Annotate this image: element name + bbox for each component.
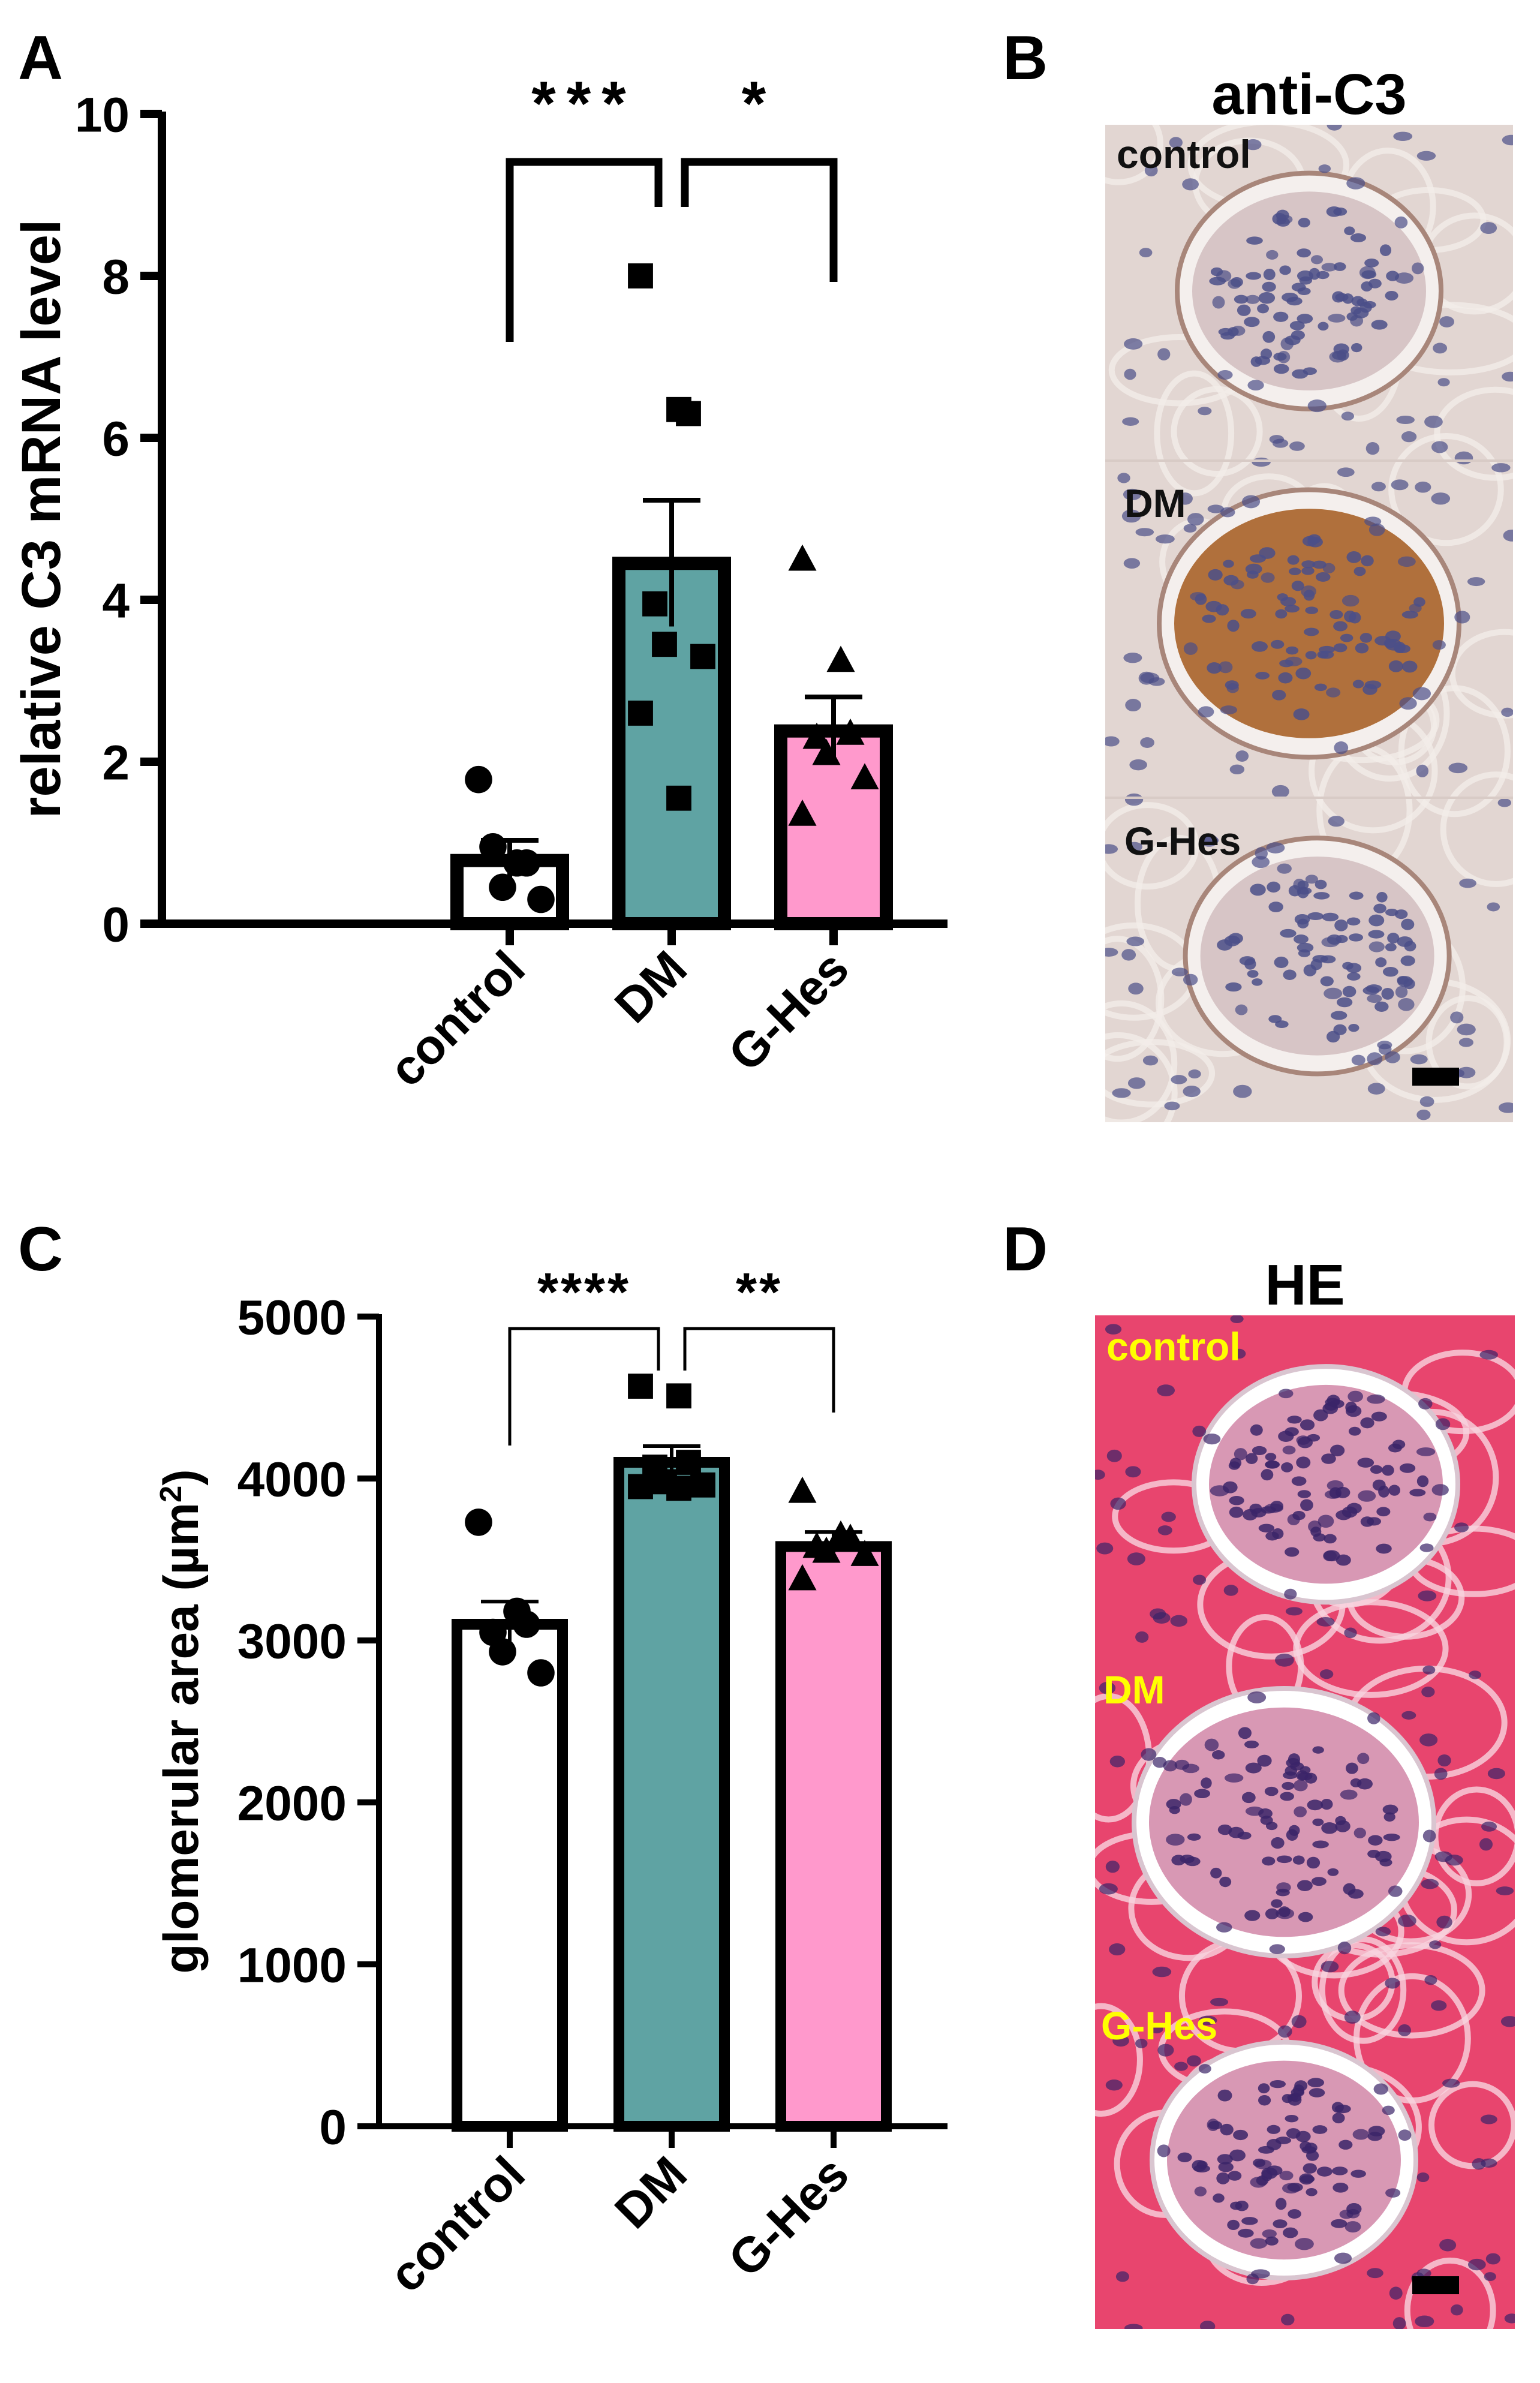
y-tick-label: 10: [75, 88, 130, 143]
data-point-dm: [628, 1474, 653, 1499]
error-bar-dm: [643, 497, 700, 627]
data-point-dm: [690, 644, 715, 669]
y-tick-label: 0: [319, 2100, 347, 2155]
data-point-g-hes: [788, 1476, 817, 1503]
data-point-dm: [666, 1383, 691, 1409]
micrograph-d-he: HE control DM G-Hes: [1095, 1253, 1515, 2329]
data-point-g-hes: [826, 645, 855, 672]
data-point-g-hes: [850, 763, 879, 789]
micrograph-d-scale-bar: [1412, 2276, 1459, 2294]
micrograph-d-label-ghes: G-Hes: [1101, 2003, 1217, 2048]
x-tick-label-dm: DM: [604, 940, 697, 1033]
data-point-g-hes: [836, 1523, 865, 1550]
panel-label-c: C: [18, 1215, 63, 1284]
micrograph-b-label-ghes: G-Hes: [1124, 819, 1241, 863]
y-tick-label: 4000: [237, 1453, 347, 1507]
y-tick-label: 0: [102, 898, 130, 952]
significance-label: *: [742, 69, 777, 139]
y-tick-label: 3000: [237, 1615, 347, 1669]
data-point-dm: [642, 591, 667, 617]
significance-bracket: *: [681, 69, 838, 282]
data-point-g-hes: [850, 1540, 879, 1566]
micrograph-b-anti-c3: anti-C3 control DM G-Hes: [1105, 62, 1513, 1122]
data-point-g-hes: [788, 800, 817, 826]
data-point-dm: [628, 1374, 653, 1399]
data-point-dm: [652, 632, 677, 657]
x-tick-label-dm: DM: [604, 2146, 697, 2239]
micrograph-b-cells: [1105, 125, 1513, 1122]
y-tick-label: 5000: [237, 1291, 347, 1345]
micrograph-b-label-dm: DM: [1124, 481, 1186, 525]
significance-label: **: [736, 1263, 783, 1323]
data-point-control: [527, 1659, 555, 1687]
bar-dm: [613, 1457, 730, 2132]
micrograph-d-title: HE: [1265, 1253, 1345, 1317]
y-axis-label: glomerular area (µm2): [154, 1469, 209, 1973]
micrograph-b-title: anti-C3: [1211, 62, 1406, 127]
data-point-dm: [690, 1472, 715, 1498]
significance-label: ****: [537, 1263, 631, 1323]
chart-c-glomerular-area: 0 1000 2000 3000 4000 5000 control DM G-Hes glome…: [154, 1263, 948, 2303]
data-point-control: [513, 849, 540, 877]
y-tick-label: 4: [102, 574, 130, 629]
micrograph-d-label-control: control: [1106, 1324, 1241, 1369]
panel-label-b: B: [1003, 23, 1048, 93]
data-point-control: [465, 1508, 492, 1536]
y-tick-label: 8: [102, 250, 130, 305]
data-point-control: [513, 1610, 540, 1638]
y-tick-label: 2: [102, 736, 130, 791]
data-point-control: [527, 885, 555, 913]
micrograph-d-cells: [1095, 1315, 1515, 2329]
panel-label-d: D: [1003, 1215, 1048, 1284]
significance-bracket: ****: [508, 1263, 660, 1446]
data-point-dm: [666, 1476, 691, 1501]
micrograph-d-label-dm: DM: [1103, 1667, 1165, 1712]
micrograph-b-scale-bar: [1412, 1068, 1459, 1086]
data-point-control: [479, 833, 507, 861]
data-point-control: [489, 1638, 516, 1666]
chart-a-c3-mrna: 0 2 4 6 8 10 control DM G-Hes relative C3 mRNA le…: [11, 69, 948, 1097]
data-point-dm: [676, 1450, 701, 1475]
x-tick-label-g-hes: G-Hes: [718, 2146, 859, 2287]
panel-label-a: A: [18, 23, 63, 93]
data-point-g-hes: [812, 738, 841, 765]
data-point-g-hes: [788, 544, 817, 571]
data-point-g-hes: [812, 1536, 841, 1563]
x-tick-label-control: control: [379, 2146, 536, 2303]
data-point-dm: [676, 401, 701, 426]
data-point-dm: [666, 785, 691, 811]
data-point-g-hes: [836, 719, 865, 745]
significance-bracket: ***: [506, 69, 663, 342]
bar-g-hes: [775, 1541, 892, 2132]
micrograph-b-label-control: control: [1117, 132, 1251, 176]
y-tick-label: 1000: [237, 1939, 347, 1993]
data-point-control: [465, 765, 492, 794]
data-point-dm: [628, 701, 653, 726]
y-tick-label: 2000: [237, 1777, 347, 1831]
bar-control: [452, 1619, 568, 2132]
data-point-dm: [628, 263, 653, 289]
data-point-g-hes: [788, 1564, 817, 1591]
significance-label: ***: [531, 69, 636, 139]
data-point-control: [489, 873, 516, 901]
data-point-g-hes: [802, 722, 831, 749]
x-tick-label-g-hes: G-Hes: [718, 940, 859, 1081]
x-tick-label-control: control: [379, 940, 536, 1097]
y-axis-label: relative C3 mRNA level: [11, 220, 72, 819]
significance-bracket: **: [683, 1263, 835, 1413]
y-tick-label: 6: [102, 412, 130, 467]
